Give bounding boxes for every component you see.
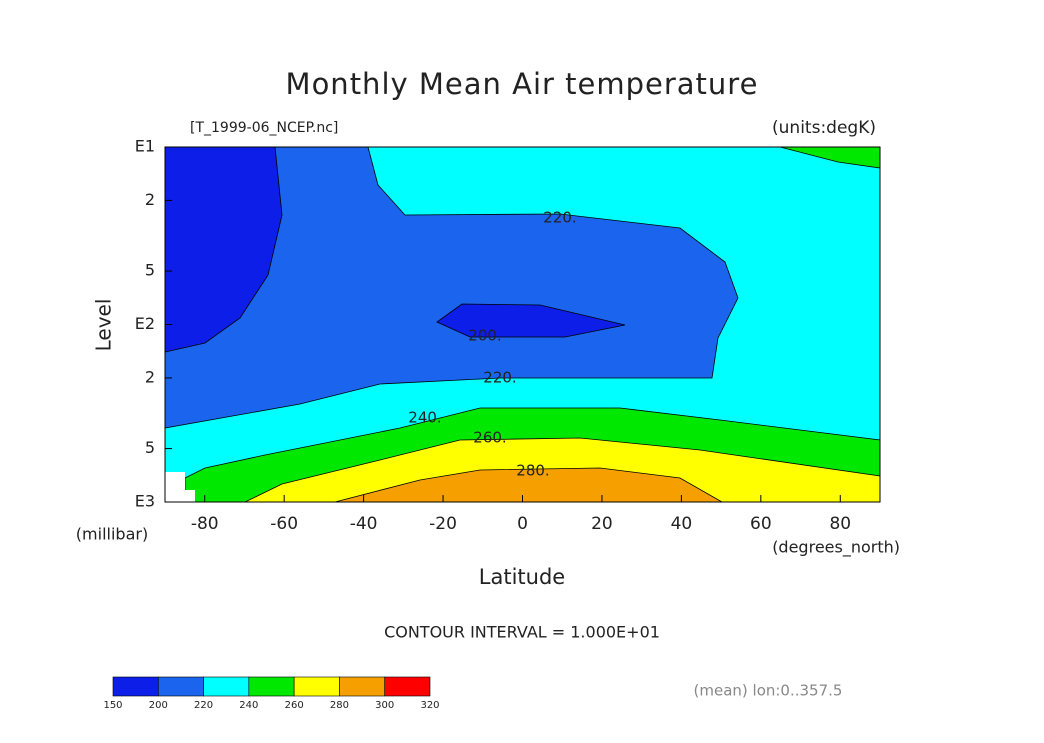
colorbar-label: 150 — [103, 700, 122, 711]
colorbar-segment — [248, 676, 295, 697]
colorbar-label: 280 — [330, 700, 349, 711]
x-tick-label: 20 — [591, 514, 613, 534]
y-axis-label: Level — [92, 299, 116, 352]
y-tick-label: 5 — [145, 438, 155, 457]
missing-data — [165, 472, 195, 502]
colorbar-label: 300 — [375, 700, 394, 711]
contour-label: 260. — [473, 429, 506, 447]
contour-region — [436, 303, 626, 338]
colorbar-label: 320 — [420, 700, 439, 711]
colorbar-segment — [112, 676, 159, 697]
x-tick-label: -40 — [350, 514, 378, 534]
colorbar-label: 260 — [285, 700, 304, 711]
colorbar-label: 220 — [194, 700, 213, 711]
x-units: (degrees_north) — [772, 538, 900, 558]
contour-label: 280. — [516, 462, 549, 480]
x-axis-label: Latitude — [479, 565, 565, 589]
x-tick-label: -60 — [270, 514, 298, 534]
y-tick-label: E2 — [135, 314, 155, 333]
contour-interval: CONTOUR INTERVAL = 1.000E+01 — [384, 623, 660, 642]
colorbar-segment — [384, 676, 431, 697]
chart-title: Monthly Mean Air temperature — [286, 67, 759, 101]
colorbar-segment — [339, 676, 386, 697]
x-tick-label: 40 — [671, 514, 693, 534]
x-tick-label: 80 — [829, 514, 851, 534]
contour-label: 240. — [408, 409, 441, 427]
x-tick-label: 60 — [750, 514, 772, 534]
x-tick-label: 0 — [517, 514, 528, 534]
subtitle: [T_1999-06_NCEP.nc] — [190, 120, 338, 136]
x-tick-label: -20 — [429, 514, 457, 534]
colorbar-label: 240 — [239, 700, 258, 711]
colorbar-label: 200 — [149, 700, 168, 711]
x-tick-label: -80 — [191, 514, 219, 534]
contour-label: 200. — [468, 327, 501, 345]
contour-region — [164, 146, 283, 353]
y-tick-label: 5 — [145, 261, 155, 280]
colorbar-segment — [293, 676, 340, 697]
colorbar-segment — [157, 676, 204, 697]
y-tick-label: 2 — [145, 190, 155, 209]
y-tick-label: E1 — [135, 137, 155, 156]
contour-region — [164, 146, 739, 429]
units: (units:degK) — [772, 118, 876, 138]
y-tick-label: E3 — [135, 492, 155, 511]
y-tick-label: 2 — [145, 367, 155, 386]
contour-label: 220. — [483, 369, 516, 387]
y-units: (millibar) — [76, 525, 148, 544]
contour-label: 220. — [543, 209, 576, 227]
colorbar-segment — [203, 676, 250, 697]
footer: (mean) lon:0..357.5 — [694, 682, 843, 700]
